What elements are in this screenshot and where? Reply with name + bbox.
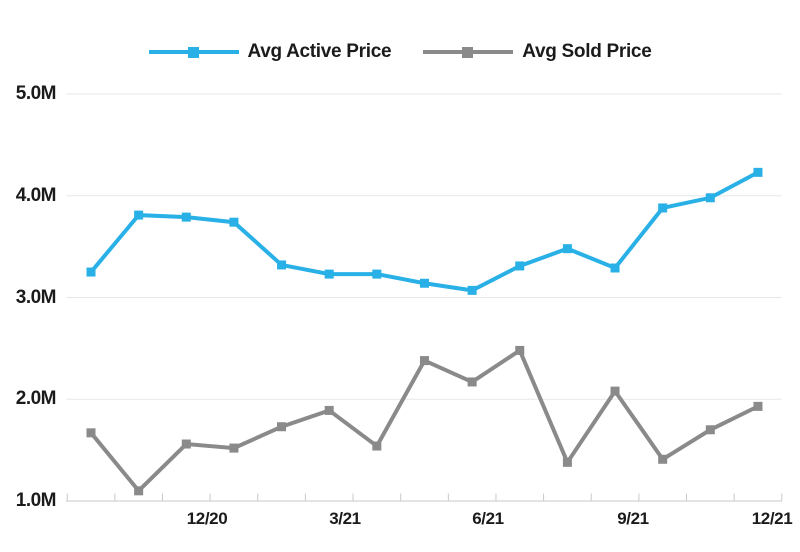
legend-line-swatch-active — [148, 46, 239, 58]
data-point-marker-avg-active-price — [515, 261, 525, 271]
y-tick-label: 4.0M — [15, 184, 57, 206]
data-point-marker-avg-sold-price — [134, 486, 144, 496]
square-marker-icon — [187, 46, 199, 58]
data-point-marker-avg-sold-price — [277, 422, 287, 432]
data-point-marker-avg-sold-price — [562, 457, 572, 467]
y-tick-label: 5.0M — [15, 83, 57, 104]
data-point-marker-avg-sold-price — [229, 443, 239, 453]
x-tick-label: 3/21 — [329, 509, 361, 528]
data-point-marker-avg-sold-price — [467, 377, 477, 387]
data-point-marker-avg-active-price — [277, 260, 287, 270]
data-point-marker-avg-sold-price — [705, 425, 715, 435]
data-point-marker-avg-active-price — [181, 212, 191, 222]
x-tick-label: 12/20 — [186, 509, 228, 528]
data-point-marker-avg-active-price — [134, 210, 144, 220]
legend-item-avg-active-price[interactable]: Avg Active Price — [148, 41, 392, 63]
x-tick-label: 6/21 — [472, 509, 504, 528]
series-line-avg-sold-price — [89, 347, 759, 494]
data-point-marker-avg-sold-price — [86, 428, 96, 438]
data-point-marker-avg-active-price — [324, 269, 334, 279]
legend-label-active: Avg Active Price — [247, 41, 392, 62]
x-tick-label: 9/21 — [617, 509, 649, 528]
series-line-avg-active-price — [89, 170, 759, 293]
data-point-marker-avg-active-price — [229, 217, 239, 227]
data-point-marker-avg-active-price — [419, 278, 429, 288]
legend-item-avg-sold-price[interactable]: Avg Sold Price — [423, 41, 652, 63]
square-marker-icon — [462, 46, 474, 58]
data-point-marker-avg-active-price — [705, 193, 715, 203]
data-point-marker-avg-active-price — [86, 267, 96, 277]
data-point-marker-avg-active-price — [467, 285, 477, 295]
data-point-marker-avg-active-price — [658, 203, 668, 213]
x-tick-label: 12/21 — [751, 509, 793, 528]
data-point-marker-avg-active-price — [610, 263, 620, 273]
data-point-marker-avg-sold-price — [419, 356, 429, 366]
data-point-marker-avg-sold-price — [324, 405, 334, 415]
data-point-marker-avg-sold-price — [515, 345, 525, 355]
data-point-marker-avg-sold-price — [181, 439, 191, 449]
data-point-marker-avg-sold-price — [753, 401, 763, 411]
y-tick-label: 1.0M — [15, 490, 57, 511]
y-tick-label: 3.0M — [15, 286, 57, 308]
y-tick-label: 2.0M — [15, 388, 57, 410]
data-point-marker-avg-sold-price — [610, 386, 620, 396]
data-point-marker-avg-sold-price — [658, 454, 668, 464]
data-point-marker-avg-active-price — [753, 167, 763, 177]
legend-line-swatch-sold — [423, 46, 514, 58]
chart-legend: Avg Active Price Avg Sold Price — [0, 38, 800, 66]
legend-label-sold: Avg Sold Price — [522, 41, 652, 62]
data-point-marker-avg-active-price — [562, 244, 572, 254]
data-point-marker-avg-active-price — [372, 269, 382, 279]
data-point-marker-avg-sold-price — [372, 441, 382, 451]
